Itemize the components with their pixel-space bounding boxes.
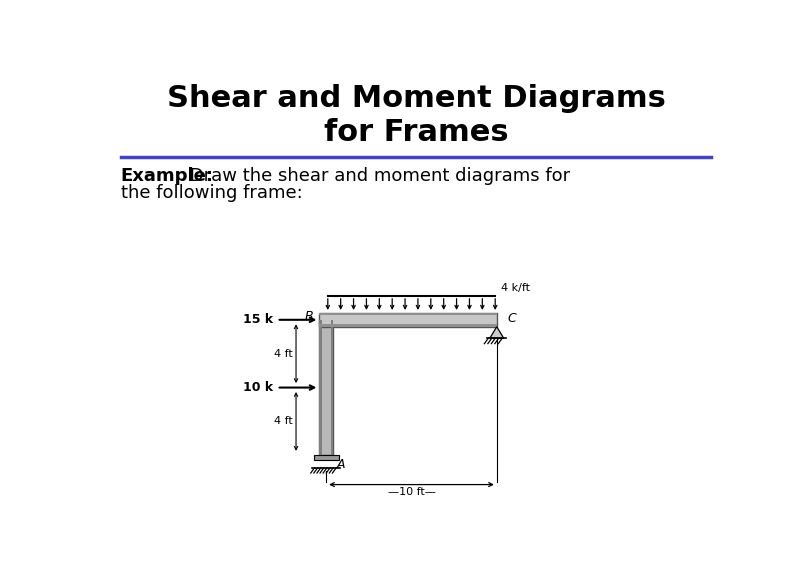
Text: C: C <box>507 312 516 325</box>
Bar <box>319 325 496 327</box>
Polygon shape <box>489 327 503 338</box>
Text: A: A <box>336 458 345 471</box>
Text: Example:: Example: <box>121 166 213 185</box>
Bar <box>331 320 333 455</box>
Text: —10 ft—: —10 ft— <box>387 487 435 497</box>
Text: 15 k: 15 k <box>243 314 273 326</box>
Text: Draw the shear and moment diagrams for: Draw the shear and moment diagrams for <box>184 166 570 185</box>
Bar <box>319 320 321 455</box>
Text: B: B <box>304 310 313 323</box>
Text: 10 k: 10 k <box>243 381 273 394</box>
Bar <box>319 313 496 327</box>
Text: the following frame:: the following frame: <box>121 183 303 202</box>
Text: Shear and Moment Diagrams: Shear and Moment Diagrams <box>166 84 665 113</box>
Text: 4 ft: 4 ft <box>274 349 293 359</box>
Bar <box>314 455 338 460</box>
Text: 4 ft: 4 ft <box>274 417 293 427</box>
Text: 4 k/ft: 4 k/ft <box>500 283 529 293</box>
Bar <box>319 320 333 455</box>
Bar <box>319 313 496 315</box>
Text: for Frames: for Frames <box>324 118 508 147</box>
